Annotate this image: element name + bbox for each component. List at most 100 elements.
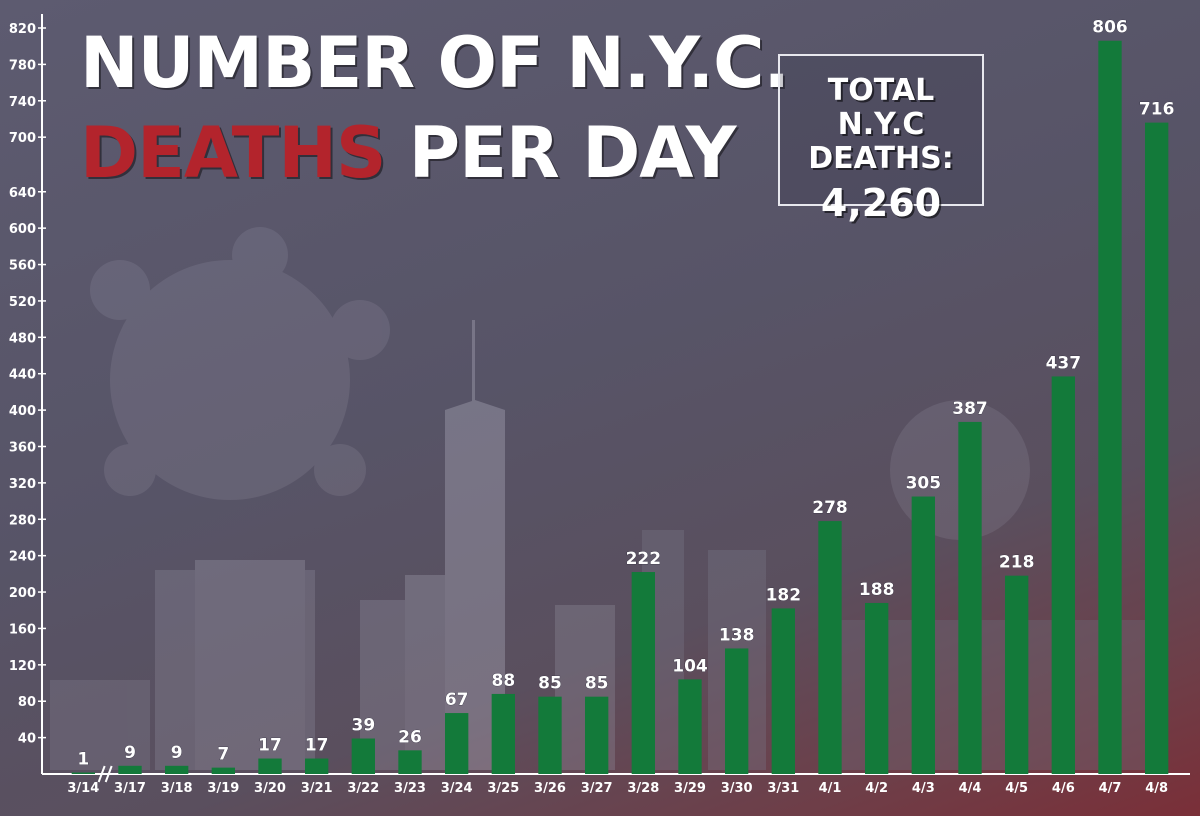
bar xyxy=(678,679,702,774)
chart-title-white-words: PER DAY xyxy=(408,112,737,194)
data-label: 716 xyxy=(1139,100,1175,120)
y-tick-label: 780 xyxy=(9,58,36,73)
bar xyxy=(445,713,469,774)
y-tick-label: 80 xyxy=(18,695,36,710)
bar xyxy=(818,521,842,774)
total-box-label-line1: TOTAL xyxy=(827,73,935,108)
x-tick-label: 4/1 xyxy=(819,781,842,796)
axis-break-mark xyxy=(97,765,106,783)
data-label: 7 xyxy=(217,745,229,765)
y-tick-label: 480 xyxy=(9,331,36,346)
x-tick-label: 4/2 xyxy=(865,781,888,796)
bar xyxy=(71,772,95,774)
total-deaths-value: 4,260 xyxy=(820,181,942,225)
x-tick-label: 3/23 xyxy=(394,781,426,796)
y-tick-label: 700 xyxy=(9,131,36,146)
y-tick-label: 280 xyxy=(9,513,36,528)
x-tick-label: 3/14 xyxy=(67,781,99,796)
x-tick-label: 4/4 xyxy=(959,781,982,796)
y-tick-label: 160 xyxy=(9,622,36,637)
bar xyxy=(1005,575,1029,774)
bar xyxy=(725,648,749,774)
bar xyxy=(305,758,329,774)
data-label: 182 xyxy=(766,585,802,605)
data-label: 17 xyxy=(305,736,329,756)
y-tick-label: 520 xyxy=(9,295,36,310)
data-label: 85 xyxy=(585,674,609,694)
data-label: 26 xyxy=(398,727,422,747)
data-label: 387 xyxy=(952,399,988,419)
bar xyxy=(958,421,982,774)
y-tick-label: 740 xyxy=(9,95,36,110)
data-label: 17 xyxy=(258,736,282,756)
x-tick-label: 4/5 xyxy=(1005,781,1028,796)
x-tick-label: 3/25 xyxy=(487,781,519,796)
data-label: 39 xyxy=(351,716,375,736)
data-label: 9 xyxy=(124,743,136,763)
x-tick-label: 3/21 xyxy=(301,781,333,796)
bar xyxy=(491,693,515,774)
y-tick-label: 640 xyxy=(9,186,36,201)
data-labels-group: 1 9 9 7 17 17 39 26 67 88 85 85 222 104 138 182 278 188 30… xyxy=(77,17,1175,770)
x-tick-label: 3/22 xyxy=(347,781,379,796)
data-label: 1 xyxy=(77,750,89,770)
data-label: 806 xyxy=(1092,18,1128,38)
x-tick-label: 3/18 xyxy=(161,781,193,796)
data-label: 85 xyxy=(538,674,562,694)
data-label: 222 xyxy=(626,549,662,569)
virus-background-illustration xyxy=(90,227,1030,540)
axis-break-mark xyxy=(104,765,113,783)
data-label: 67 xyxy=(445,690,469,710)
x-tick-label: 4/7 xyxy=(1099,781,1122,796)
x-tick-label: 3/28 xyxy=(627,781,659,796)
y-tick-label: 120 xyxy=(9,659,36,674)
chart-title-line1: NUMBER OF N.Y.C. xyxy=(80,22,790,104)
x-tick-label: 4/6 xyxy=(1052,781,1075,796)
bar xyxy=(1051,376,1075,774)
y-tick-label: 560 xyxy=(9,259,36,274)
y-tick-label: 320 xyxy=(9,477,36,492)
bar xyxy=(398,750,422,774)
y-axis: 40 80 120 160 200 240 280 320 360 400 440 480 520 560… xyxy=(9,14,46,774)
data-label: 138 xyxy=(719,625,755,645)
y-tick-label: 200 xyxy=(9,586,36,601)
total-deaths-box: TOTAL N.Y.C DEATHS: 4,260 xyxy=(778,54,984,225)
y-tick-label: 400 xyxy=(9,404,36,419)
data-label: 218 xyxy=(999,553,1035,573)
chart-title-line2: DEATHS PER DAY xyxy=(80,118,736,188)
y-tick-label: 40 xyxy=(18,732,36,747)
bar xyxy=(351,738,375,774)
bar xyxy=(585,696,609,774)
bar xyxy=(631,572,655,774)
x-tick-label: 3/29 xyxy=(674,781,706,796)
bar xyxy=(1098,40,1122,775)
bar xyxy=(538,696,562,774)
data-label: 437 xyxy=(1046,353,1082,373)
bar xyxy=(911,496,935,774)
x-tick-label: 3/30 xyxy=(721,781,753,796)
data-label: 9 xyxy=(171,743,183,763)
bar xyxy=(258,758,282,774)
x-tick-label: 3/31 xyxy=(767,781,799,796)
y-tick-label: 820 xyxy=(9,22,36,37)
data-label: 278 xyxy=(812,498,848,518)
data-label: 88 xyxy=(491,671,515,691)
x-tick-label: 3/26 xyxy=(534,781,566,796)
x-tick-label: 3/20 xyxy=(254,781,286,796)
bar xyxy=(118,765,142,774)
x-tick-label: 3/24 xyxy=(441,781,473,796)
data-label: 188 xyxy=(859,580,895,600)
y-tick-label: 240 xyxy=(9,550,36,565)
bars-group xyxy=(71,40,1169,775)
x-tick-label: 4/3 xyxy=(912,781,935,796)
bar xyxy=(771,608,795,774)
bar xyxy=(211,767,235,774)
data-label: 104 xyxy=(672,656,708,676)
data-label: 305 xyxy=(906,474,942,494)
bar xyxy=(1145,122,1169,775)
total-box-label-line2: N.Y.C DEATHS: xyxy=(808,107,954,176)
x-tick-label: 3/19 xyxy=(207,781,239,796)
y-tick-label: 360 xyxy=(9,440,36,455)
